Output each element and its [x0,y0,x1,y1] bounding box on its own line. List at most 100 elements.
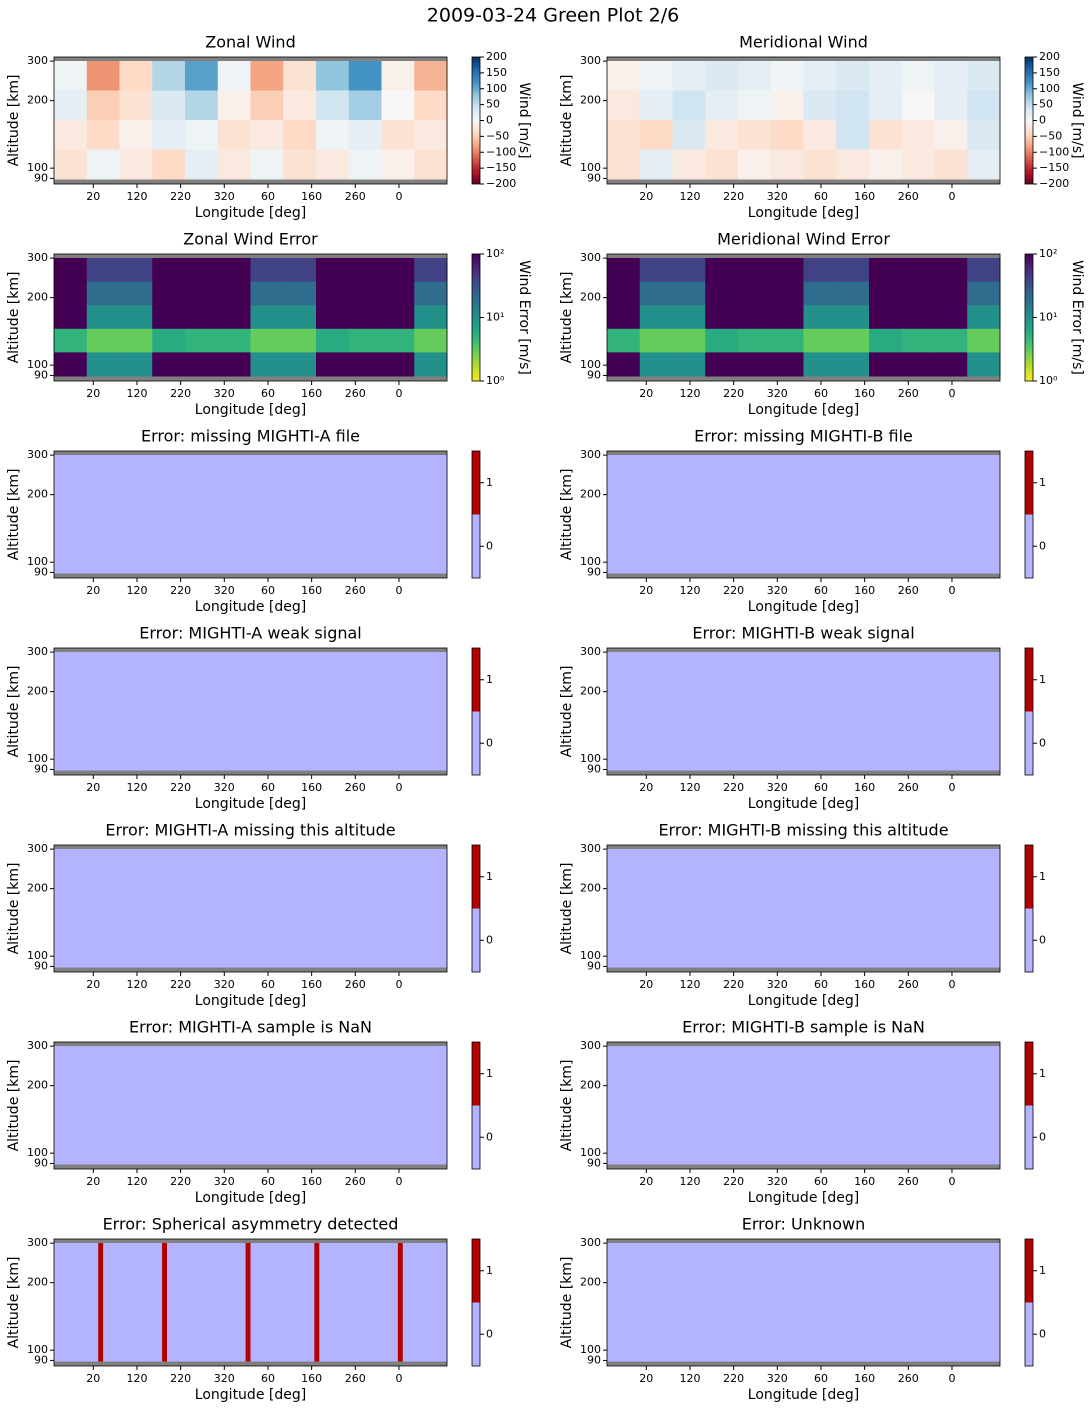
x-tick-label: 20 [639,387,653,400]
heatmap-cell [705,281,739,306]
colorbar-tick-label: 0 [486,1327,493,1340]
heatmap-cell [54,1243,60,1362]
heatmap-cell [78,1243,84,1362]
x-axis-label: Longitude [deg] [748,993,859,1009]
y-tick-label: 100 [580,555,601,568]
heatmap-cell [230,1243,237,1362]
heatmap-cell [901,90,935,121]
y-tick-label: 90 [587,959,601,972]
colorbar-tick-label: 0 [486,933,493,946]
colorbar-tick-label: 10² [486,247,504,260]
colorbar-segment [1025,514,1033,578]
heatmap-cell [221,1243,227,1362]
heatmap-cell [250,281,284,306]
heatmap-cell [119,305,153,330]
heatmap-cell [86,305,120,330]
x-tick-label: 0 [948,1175,955,1188]
heatmap-cell [283,90,317,121]
heatmap-cell [967,305,1001,330]
heatmap-cell [86,90,120,121]
x-tick-label: 320 [767,978,788,991]
x-tick-label: 260 [898,978,919,991]
heatmap-cell [607,849,1001,968]
y-tick-label: 90 [34,762,48,775]
heatmap-cell [967,281,1001,306]
x-tick-label: 320 [214,781,235,794]
heatmap-cell [412,1243,419,1362]
heatmap-cell [250,1243,256,1362]
x-tick-label: 20 [86,1175,100,1188]
heatmap-cell [414,61,448,91]
heatmap-cell [166,1243,173,1362]
heatmap-cell [250,328,284,353]
colorbar-tick-label: 150 [486,66,507,79]
y-axis-label: Altitude [km] [6,75,22,167]
x-tick-label: 60 [261,387,275,400]
heatmap-cell [316,352,350,377]
heatmap-cell [705,258,739,283]
colorbar-segment [1025,648,1033,712]
heatmap-cell [119,149,153,180]
heatmap-cell [381,90,415,121]
panel-title: Error: missing MIGHTI-B file [694,427,913,446]
colorbar-frame [1024,844,1034,973]
y-tick-label: 90 [34,171,48,184]
heatmap-cell [383,1243,389,1362]
x-tick-label: 20 [86,584,100,597]
heatmap-cell [803,120,837,150]
heatmap-cell [381,61,415,91]
heatmap-cell [607,328,641,353]
colorbar-tick-label: 1 [1039,1067,1046,1080]
y-tick-label: 300 [580,1236,601,1249]
heatmap-cell [417,1243,423,1362]
colorbar-frame [1024,1041,1034,1170]
heatmap-cell [836,120,870,150]
heatmap-cell [381,281,415,306]
heatmap-cell [185,258,219,283]
heatmap-cell [54,149,88,180]
heatmap-cell [152,328,186,353]
y-tick-label: 300 [580,54,601,67]
heatmap-cell [152,90,186,121]
heatmap-cell [122,1243,129,1362]
heatmap-cell [639,328,673,353]
heatmap-cell [283,149,317,180]
heatmap-cell [705,90,739,121]
colorbar-tick-label: 0 [1039,736,1046,749]
y-tick-label: 200 [580,291,601,304]
heatmap-cell [250,352,284,377]
heatmap-cell [381,149,415,180]
x-tick-label: 120 [679,1175,700,1188]
heatmap-cell [967,90,1001,121]
panel-title: Error: MIGHTI-A missing this altitude [105,821,395,840]
x-axis-label: Longitude [deg] [748,796,859,812]
colorbar-tick-label: 1 [1039,870,1046,883]
colorbar-tick-label: 1 [486,1264,493,1277]
heatmap-cell [86,281,120,306]
heatmap-cell [185,281,219,306]
heatmap-cell [836,149,870,180]
x-tick-label: 160 [854,584,875,597]
y-axis-label: Altitude [km] [559,272,575,364]
colorbar-tick-label: −150 [1039,161,1069,174]
heatmap-cell [672,120,706,150]
heatmap-cell [803,258,837,283]
x-tick-label: 220 [170,584,191,597]
x-tick-label: 60 [261,978,275,991]
x-tick-label: 260 [898,190,919,203]
x-tick-label: 160 [301,1175,322,1188]
x-tick-label: 320 [767,781,788,794]
x-tick-label: 160 [854,781,875,794]
heatmap-cell [672,305,706,330]
heatmap-cell [363,1243,369,1362]
heatmap-cell [343,1243,350,1362]
x-tick-label: 0 [395,584,402,597]
heatmap-cell [607,1243,1001,1362]
heatmap-cell [967,352,1001,377]
heatmap-cell [672,90,706,121]
heatmap-cell [705,61,739,91]
heatmap-cell [397,1243,404,1362]
x-tick-label: 60 [814,387,828,400]
y-axis-label: Altitude [km] [559,469,575,561]
